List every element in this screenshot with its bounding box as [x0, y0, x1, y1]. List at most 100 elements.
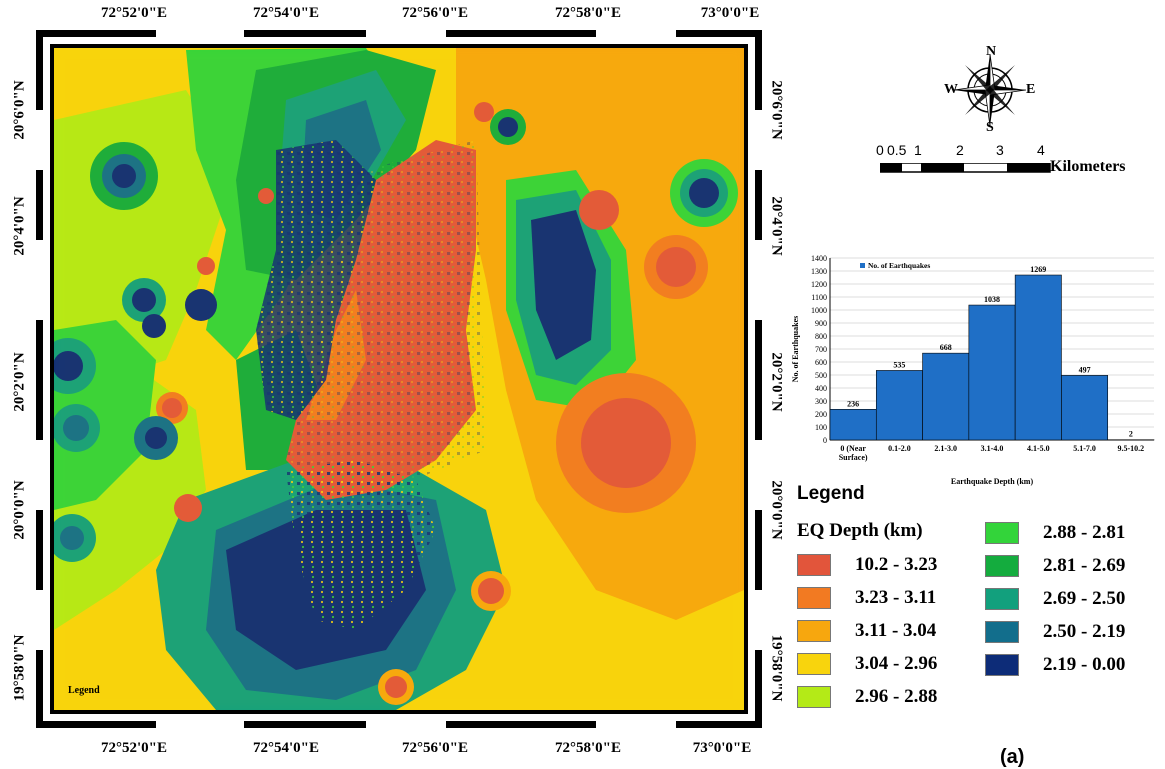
- frame-tick: [366, 30, 446, 37]
- legend-subtitle: EQ Depth (km): [797, 520, 923, 542]
- legend-swatch: [985, 522, 1019, 544]
- x-tick-label: 9.5-10.2: [1118, 444, 1145, 453]
- legend-item: 3.11 - 3.04: [797, 618, 936, 644]
- legend-label: 10.2 - 3.23: [855, 554, 937, 576]
- top-longitude-label: 72°52'0"E: [101, 5, 167, 22]
- y-tick-label: 100: [815, 423, 827, 432]
- legend-swatch: [985, 621, 1019, 643]
- bottom-longitude-label: 72°52'0"E: [101, 740, 167, 757]
- y-tick-label: 300: [815, 397, 827, 406]
- y-tick-label: 600: [815, 358, 827, 367]
- legend-swatch: [985, 654, 1019, 676]
- scale-tick-label: 4: [1037, 142, 1045, 158]
- data-label: 2: [1129, 430, 1133, 439]
- legend-swatch: [797, 554, 831, 576]
- frame-tick: [755, 110, 762, 170]
- frame-tick: [36, 110, 43, 170]
- left-latitude-label: 20°0'0"N: [12, 480, 29, 539]
- legend-label: 2.96 - 2.88: [855, 686, 937, 708]
- y-tick-label: 400: [815, 384, 827, 393]
- legend-label: 3.04 - 2.96: [855, 653, 937, 675]
- bar: [1015, 275, 1061, 440]
- legend-item: 2.88 - 2.81: [985, 520, 1125, 546]
- scale-tick-label: 0.5: [887, 142, 906, 158]
- right-latitude-label: 19°58'0"N: [768, 635, 785, 702]
- bar: [1061, 375, 1107, 440]
- scale-tick-label: 1: [914, 142, 922, 158]
- scale-tick-label: 0: [876, 142, 884, 158]
- north-label: N: [986, 44, 996, 60]
- x-tick-label: 4.1-5.0: [1027, 444, 1050, 453]
- north-arrow: N S W E: [940, 44, 1040, 136]
- right-latitude-label: 20°6'0"N: [768, 80, 785, 139]
- west-label: W: [944, 82, 958, 98]
- y-tick-label: 0: [823, 436, 827, 445]
- bar: [923, 353, 969, 440]
- earthquake-depth-map: Legend: [36, 30, 762, 728]
- data-label: 236: [847, 399, 859, 408]
- data-label: 535: [893, 360, 905, 369]
- y-tick-label: 900: [815, 319, 827, 328]
- y-tick-label: 500: [815, 371, 827, 380]
- scale-unit-label: Kilometers: [1050, 158, 1126, 176]
- frame-tick: [596, 721, 676, 728]
- data-label: 1038: [984, 295, 1000, 304]
- x-tick-label: 3.1-4.0: [981, 444, 1004, 453]
- bar: [876, 370, 922, 440]
- scale-tick-label: 2: [956, 142, 964, 158]
- y-tick-label: 1200: [811, 280, 827, 289]
- legend-item: 2.50 - 2.19: [985, 619, 1125, 645]
- legend-item: 2.69 - 2.50: [985, 586, 1125, 612]
- y-tick-label: 200: [815, 410, 827, 419]
- left-latitude-label: 20°6'0"N: [12, 80, 29, 139]
- left-latitude-label: 20°2'0"N: [12, 352, 29, 411]
- x-tick-label: 0.1-2.0: [888, 444, 911, 453]
- bar: [969, 305, 1015, 440]
- east-label: E: [1026, 82, 1035, 98]
- legend-label: 2.81 - 2.69: [1043, 555, 1125, 577]
- y-tick-label: 1000: [811, 306, 827, 315]
- x-tick-label: 5.1-7.0: [1073, 444, 1096, 453]
- right-latitude-label: 20°4'0"N: [768, 196, 785, 255]
- x-tick-label: 0 (Near: [840, 444, 866, 453]
- y-tick-label: 800: [815, 332, 827, 341]
- legend-swatch: [860, 263, 865, 268]
- legend-label: 3.11 - 3.04: [855, 620, 936, 642]
- legend-item: 2.96 - 2.88: [797, 684, 937, 710]
- x-tick-label: Surface): [839, 453, 868, 462]
- south-label: S: [986, 120, 994, 136]
- y-tick-label: 1300: [811, 267, 827, 276]
- bottom-longitude-label: 72°54'0"E: [253, 740, 319, 757]
- scale-bar-graphic: [880, 163, 1052, 173]
- chart-legend-label: No. of Earthquakes: [868, 261, 930, 270]
- legend-item: 2.81 - 2.69: [985, 553, 1125, 579]
- bar: [830, 409, 876, 440]
- legend-item: 3.23 - 3.11: [797, 585, 936, 611]
- top-longitude-label: 72°54'0"E: [253, 5, 319, 22]
- legend-label: 2.69 - 2.50: [1043, 588, 1125, 610]
- top-longitude-label: 72°56'0"E: [402, 5, 468, 22]
- y-tick-label: 1100: [811, 293, 827, 302]
- legend-swatch: [797, 653, 831, 675]
- left-latitude-label: 19°58'0"N: [12, 635, 29, 702]
- left-latitude-label: 20°4'0"N: [12, 196, 29, 255]
- data-label: 497: [1079, 365, 1091, 374]
- legend-swatch: [797, 686, 831, 708]
- legend-item: 2.19 - 0.00: [985, 652, 1125, 678]
- top-longitude-label: 72°58'0"E: [555, 5, 621, 22]
- bottom-longitude-label: 73°0'0"E: [693, 740, 752, 757]
- legend-item: 10.2 - 3.23: [797, 552, 937, 578]
- legend-swatch: [985, 555, 1019, 577]
- legend-label: 2.88 - 2.81: [1043, 522, 1125, 544]
- legend-label: 2.19 - 0.00: [1043, 654, 1125, 676]
- legend-swatch: [985, 588, 1019, 610]
- bottom-longitude-label: 72°58'0"E: [555, 740, 621, 757]
- data-label: 668: [940, 343, 952, 352]
- y-tick-label: 1400: [811, 254, 827, 263]
- scale-bar: 0 0.5 1 2 3 4 Kilometers: [872, 142, 1152, 182]
- legend-label: 3.23 - 3.11: [855, 587, 936, 609]
- frame-tick: [36, 240, 43, 320]
- inner-legend-label: Legend: [68, 685, 100, 696]
- legend-swatch: [797, 587, 831, 609]
